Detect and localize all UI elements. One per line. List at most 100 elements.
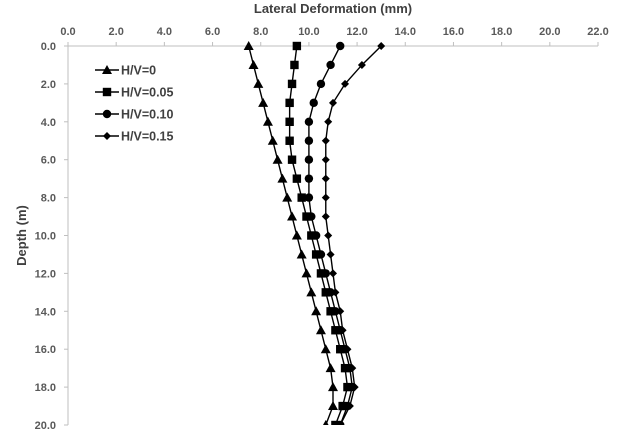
data-point <box>326 288 335 297</box>
data-point <box>316 79 326 89</box>
x-axis-title: Lateral Deformation (mm) <box>254 1 412 16</box>
legend-label: H/V=0.15 <box>121 130 174 144</box>
legend-item: H/V=0 <box>95 64 156 78</box>
legend-item: H/V=0.10 <box>95 108 174 122</box>
data-point <box>316 250 326 259</box>
data-point <box>329 269 337 278</box>
data-point <box>357 60 366 69</box>
data-point <box>290 60 299 70</box>
data-point <box>304 174 314 183</box>
data-point <box>304 155 314 164</box>
x-tick-label: 4.0 <box>157 26 172 38</box>
data-point <box>287 155 297 164</box>
y-axis-title: Depth (m) <box>14 205 29 266</box>
data-point <box>297 193 306 202</box>
y-tick-label: 4.0 <box>41 117 56 129</box>
data-point <box>377 42 386 50</box>
data-point <box>328 401 338 411</box>
series-triangle <box>243 41 338 425</box>
data-point <box>338 326 347 335</box>
legend-marker <box>102 65 112 74</box>
data-point <box>285 117 294 126</box>
data-point <box>322 420 329 425</box>
data-point <box>328 382 338 392</box>
series-diamond <box>321 42 386 425</box>
data-point <box>326 60 335 70</box>
data-point <box>336 345 345 354</box>
data-point <box>287 211 298 221</box>
x-tick-label: 8.0 <box>253 26 268 38</box>
legend-item: H/V=0.15 <box>95 130 174 144</box>
y-tick-label: 2.0 <box>41 79 56 91</box>
data-point <box>302 212 311 221</box>
data-point <box>282 192 293 202</box>
data-point <box>338 401 347 411</box>
data-point <box>306 287 317 297</box>
data-point <box>325 363 336 373</box>
data-point <box>343 345 352 354</box>
x-tick-label: 16.0 <box>443 26 464 38</box>
legend-marker <box>102 109 112 119</box>
data-point <box>304 136 314 145</box>
data-point <box>340 363 350 373</box>
data-point <box>320 344 331 354</box>
data-point <box>248 59 259 69</box>
x-tick-label: 20.0 <box>539 26 560 38</box>
y-tick-label: 8.0 <box>41 193 56 205</box>
data-point <box>285 136 294 145</box>
data-point <box>321 212 330 221</box>
data-point <box>336 307 345 316</box>
data-point <box>336 421 345 425</box>
x-tick-label: 0.0 <box>60 26 75 38</box>
data-point <box>324 117 333 126</box>
data-point <box>326 250 335 259</box>
x-tick-label: 12.0 <box>346 26 367 38</box>
data-point <box>331 288 340 297</box>
legend: H/V=0 H/V=0.05 H/V=0.10 H/V=0.15 <box>95 64 174 144</box>
data-point <box>315 325 326 335</box>
data-point <box>311 250 321 259</box>
data-point <box>243 41 254 50</box>
y-tick-label: 14.0 <box>35 306 56 318</box>
series-square <box>285 41 352 425</box>
data-point <box>350 383 359 392</box>
data-point <box>321 136 330 145</box>
data-point <box>331 420 340 425</box>
data-point <box>329 98 337 107</box>
data-point <box>343 382 352 392</box>
data-point <box>304 193 314 202</box>
data-point <box>296 249 307 259</box>
data-point <box>326 307 335 316</box>
data-point <box>309 98 318 108</box>
legend-label: H/V=0.05 <box>121 86 174 100</box>
data-point <box>321 193 330 202</box>
y-tick-label: 6.0 <box>41 155 56 167</box>
x-tick-label: 10.0 <box>298 26 319 38</box>
data-point <box>277 173 288 183</box>
data-point <box>262 116 273 126</box>
x-tick-label: 2.0 <box>109 26 124 38</box>
legend-label: H/V=0 <box>121 64 156 78</box>
data-point <box>304 117 314 127</box>
data-point <box>272 154 283 164</box>
x-tick-label: 18.0 <box>491 26 512 38</box>
x-tick-label: 6.0 <box>205 26 220 38</box>
y-tick-label: 10.0 <box>35 231 56 243</box>
data-point <box>258 97 269 107</box>
x-tick-label: 22.0 <box>587 26 608 38</box>
y-tick-label: 16.0 <box>35 344 56 356</box>
axes: 0.0 2.0 4.0 6.0 8.0 10.0 12.0 14.0 16.0 18.0 20.0 2… <box>35 26 609 429</box>
data-point <box>287 79 297 89</box>
legend-item: H/V=0.05 <box>95 86 174 100</box>
data-point <box>336 41 345 51</box>
data-point <box>292 174 302 183</box>
data-point <box>324 231 333 240</box>
legend-marker <box>102 87 112 97</box>
y-tick-label: 18.0 <box>35 382 56 394</box>
series-layer <box>243 41 386 425</box>
data-point <box>321 288 330 297</box>
data-point <box>307 212 316 221</box>
data-point <box>307 231 316 240</box>
data-point <box>331 326 340 335</box>
